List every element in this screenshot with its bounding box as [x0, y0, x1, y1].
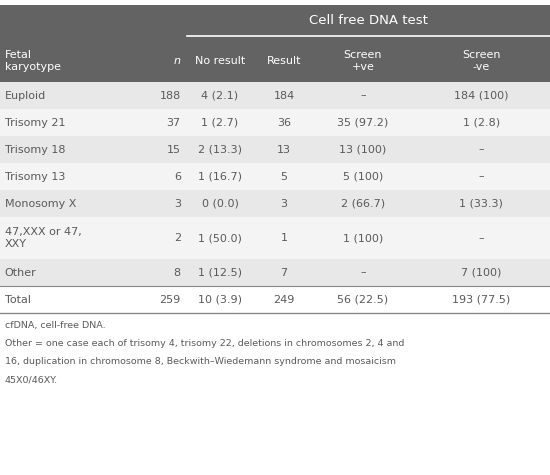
Text: 13 (100): 13 (100): [339, 144, 387, 154]
Text: 1: 1: [280, 233, 288, 243]
Text: 16, duplication in chromosome 8, Beckwith–Wiedemann syndrome and mosaicism: 16, duplication in chromosome 8, Beckwit…: [4, 357, 395, 366]
Text: 249: 249: [273, 294, 295, 304]
Text: 47,XXX or 47,
XXY: 47,XXX or 47, XXY: [4, 227, 81, 249]
Text: 13: 13: [277, 144, 291, 154]
Text: 184 (100): 184 (100): [454, 91, 509, 101]
FancyBboxPatch shape: [0, 217, 550, 259]
Text: Result: Result: [267, 56, 301, 66]
FancyBboxPatch shape: [0, 259, 550, 286]
Text: 2 (66.7): 2 (66.7): [341, 199, 385, 209]
Text: cfDNA, cell-free DNA.: cfDNA, cell-free DNA.: [4, 321, 105, 330]
Text: 36: 36: [277, 117, 291, 127]
Text: 5 (100): 5 (100): [343, 171, 383, 181]
FancyBboxPatch shape: [0, 40, 550, 82]
FancyBboxPatch shape: [0, 190, 550, 217]
Text: Screen
+ve: Screen +ve: [344, 50, 382, 72]
Text: Trisomy 13: Trisomy 13: [4, 171, 65, 181]
Text: 15: 15: [167, 144, 181, 154]
Text: 10 (3.9): 10 (3.9): [198, 294, 242, 304]
Text: Screen
-ve: Screen -ve: [462, 50, 501, 72]
Text: Trisomy 18: Trisomy 18: [4, 144, 65, 154]
Text: 4 (2.1): 4 (2.1): [201, 91, 239, 101]
Text: 1 (12.5): 1 (12.5): [198, 267, 242, 277]
Text: 188: 188: [160, 91, 181, 101]
Text: 1 (2.7): 1 (2.7): [201, 117, 239, 127]
Text: 56 (22.5): 56 (22.5): [338, 294, 388, 304]
FancyBboxPatch shape: [0, 82, 550, 109]
Text: Monosomy X: Monosomy X: [4, 199, 76, 209]
Text: 8: 8: [174, 267, 181, 277]
FancyBboxPatch shape: [0, 5, 550, 40]
Text: Other: Other: [4, 267, 36, 277]
Text: 7 (100): 7 (100): [461, 267, 502, 277]
Text: –: –: [360, 91, 366, 101]
Text: n: n: [174, 56, 181, 66]
Text: 1 (16.7): 1 (16.7): [198, 171, 242, 181]
Text: No result: No result: [195, 56, 245, 66]
Text: Total: Total: [4, 294, 31, 304]
Text: Fetal
karyotype: Fetal karyotype: [4, 50, 60, 72]
Text: Euploid: Euploid: [4, 91, 46, 101]
Text: –: –: [478, 171, 484, 181]
Text: 3: 3: [280, 199, 288, 209]
Text: 184: 184: [273, 91, 295, 101]
Text: –: –: [478, 144, 484, 154]
Text: 35 (97.2): 35 (97.2): [337, 117, 389, 127]
Text: Other = one case each of trisomy 4, trisomy 22, deletions in chromosomes 2, 4 an: Other = one case each of trisomy 4, tris…: [4, 339, 404, 348]
Text: 3: 3: [174, 199, 181, 209]
Text: 1 (2.8): 1 (2.8): [463, 117, 500, 127]
Text: 37: 37: [167, 117, 181, 127]
Text: 0 (0.0): 0 (0.0): [201, 199, 239, 209]
Text: 45X0/46XY.: 45X0/46XY.: [4, 375, 58, 384]
Text: Trisomy 21: Trisomy 21: [4, 117, 65, 127]
Text: 6: 6: [174, 171, 181, 181]
Text: 2 (13.3): 2 (13.3): [198, 144, 242, 154]
FancyBboxPatch shape: [0, 163, 550, 190]
FancyBboxPatch shape: [0, 109, 550, 136]
Text: 259: 259: [160, 294, 181, 304]
FancyBboxPatch shape: [0, 286, 550, 313]
Text: 2: 2: [174, 233, 181, 243]
Text: 1 (33.3): 1 (33.3): [459, 199, 503, 209]
Text: –: –: [360, 267, 366, 277]
Text: 1 (50.0): 1 (50.0): [198, 233, 242, 243]
Text: 193 (77.5): 193 (77.5): [452, 294, 510, 304]
Text: 5: 5: [280, 171, 288, 181]
FancyBboxPatch shape: [0, 136, 550, 163]
Text: Cell free DNA test: Cell free DNA test: [309, 14, 428, 27]
Text: 1 (100): 1 (100): [343, 233, 383, 243]
Text: 7: 7: [280, 267, 288, 277]
Text: –: –: [478, 233, 484, 243]
